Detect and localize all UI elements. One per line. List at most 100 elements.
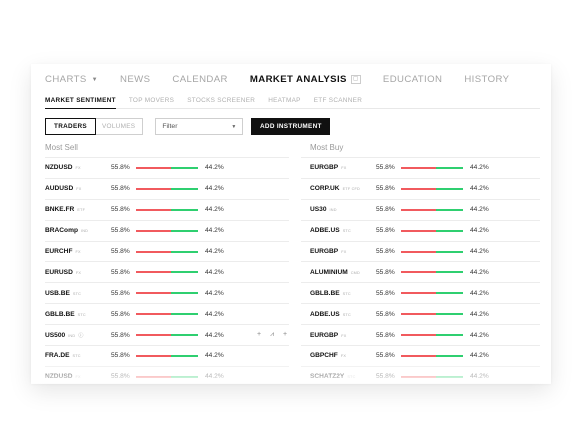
sell-bar-segment bbox=[401, 271, 436, 274]
nav-news[interactable]: NEWS bbox=[120, 74, 150, 85]
instrument-type-tag: STC bbox=[342, 312, 351, 317]
symbol-text: EURUSD bbox=[45, 268, 73, 276]
sell-percent: 55.8% bbox=[111, 331, 130, 339]
sentiment-row[interactable]: US500 IND ⓘ 55.8% 44.2% + ⩘ + bbox=[45, 324, 289, 345]
instrument-symbol: ADBE.US STC bbox=[310, 311, 376, 318]
symbol-text: US500 bbox=[45, 331, 66, 339]
buy-bar-segment bbox=[170, 208, 198, 211]
buy-percent: 44.2% bbox=[470, 352, 489, 360]
buy-bar-segment bbox=[170, 313, 198, 316]
sentiment-row[interactable]: EURUSD FX 55.8% 44.2% bbox=[45, 261, 289, 282]
sell-bar-segment bbox=[401, 208, 436, 211]
instrument-symbol: GBLB.BE STC bbox=[310, 290, 376, 297]
tab-heatmap[interactable]: HEATMAP bbox=[268, 97, 301, 104]
popout-icon[interactable]: ▢ bbox=[350, 75, 361, 84]
symbol-text: EURGBP bbox=[310, 248, 339, 255]
sell-percent: 55.8% bbox=[376, 248, 395, 255]
sentiment-row[interactable]: GBLB.BE STC 55.8% 44.2% bbox=[45, 303, 289, 324]
tab-etf-scanner[interactable]: ETF SCANNER bbox=[313, 97, 363, 104]
sell-percent: 55.8% bbox=[376, 185, 395, 193]
chart-icon[interactable]: ⩘ bbox=[270, 331, 275, 339]
instrument-symbol: AUDUSD FX bbox=[45, 185, 111, 192]
sell-percent: 55.8% bbox=[376, 227, 395, 235]
buy-percent: 44.2% bbox=[470, 289, 489, 297]
instrument-symbol: EURGBP FX bbox=[310, 164, 376, 171]
add-icon[interactable]: + bbox=[257, 331, 262, 339]
sell-bar-segment bbox=[136, 334, 171, 337]
sentiment-bar bbox=[401, 292, 463, 295]
tab-stocks-screener[interactable]: STOCKS SCREENER bbox=[187, 97, 256, 104]
sentiment-bar bbox=[136, 229, 198, 232]
most-buy-list: EURGBP FX 55.8% 44.2% CORP.UK ETF CFD 55.8% 44.… bbox=[301, 157, 540, 387]
sentiment-row[interactable]: US30 IND 55.8% 44.2% bbox=[301, 198, 540, 220]
nav-charts[interactable]: CHARTS ▼ bbox=[45, 74, 98, 85]
buy-percent: 44.2% bbox=[205, 227, 224, 235]
nav-calendar[interactable]: CALENDAR bbox=[172, 74, 227, 85]
traders-toggle[interactable]: TRADERS bbox=[45, 118, 96, 135]
sentiment-row[interactable]: FRA.DE STC 55.8% 44.2% bbox=[45, 345, 289, 366]
instrument-symbol: CORP.UK ETF CFD bbox=[310, 185, 376, 192]
row-actions: + ⩘ + bbox=[257, 331, 287, 339]
sentiment-row[interactable]: CORP.UK ETF CFD 55.8% 44.2% bbox=[301, 177, 540, 199]
sentiment-row[interactable]: ALUMINIUM CMD 55.8% 44.2% bbox=[301, 261, 540, 282]
symbol-text: EURGBP bbox=[310, 331, 339, 339]
sell-bar-segment bbox=[401, 313, 436, 316]
sell-bar-segment bbox=[401, 292, 436, 295]
sell-bar-segment bbox=[136, 250, 171, 253]
buy-percent: 44.2% bbox=[470, 248, 489, 255]
sell-percent: 55.8% bbox=[111, 185, 130, 193]
symbol-text: GBLB.BE bbox=[310, 289, 340, 297]
sell-bar-segment bbox=[136, 354, 171, 357]
instrument-type-tag: FX bbox=[341, 166, 347, 171]
instrument-symbol: US500 IND ⓘ bbox=[45, 332, 111, 339]
instrument-symbol: BNKE.FR ETF bbox=[45, 206, 111, 213]
instrument-symbol: GBPCHF FX bbox=[310, 352, 376, 359]
nav-education[interactable]: EDUCATION bbox=[383, 74, 442, 85]
tab-top-movers[interactable]: TOP MOVERS bbox=[128, 97, 175, 104]
volumes-toggle[interactable]: VOLUMES bbox=[102, 123, 136, 130]
info-icon[interactable]: ⓘ bbox=[78, 332, 84, 339]
sentiment-row[interactable]: EURGBP FX 55.8% 44.2% bbox=[301, 240, 540, 262]
add-icon[interactable]: + bbox=[283, 331, 288, 339]
nav-market-analysis[interactable]: MARKET ANALYSIS ▢ bbox=[250, 74, 361, 85]
sentiment-row[interactable]: GBPCHF FX 55.8% 44.2% bbox=[301, 345, 540, 366]
instrument-symbol: ALUMINIUM CMD bbox=[310, 269, 376, 276]
instrument-symbol: GBLB.BE STC bbox=[45, 311, 111, 318]
instrument-symbol: USB.BE STC bbox=[45, 290, 111, 297]
nav-history[interactable]: HISTORY bbox=[464, 74, 509, 85]
sentiment-row[interactable]: ADBE.US STC 55.8% 44.2% bbox=[301, 219, 540, 241]
filter-select[interactable]: Filter ▼ bbox=[155, 118, 244, 135]
buy-percent: 44.2% bbox=[205, 268, 224, 276]
instrument-type-tag: FX bbox=[75, 166, 81, 171]
scroll-fade bbox=[31, 358, 551, 384]
sell-percent: 55.8% bbox=[376, 268, 395, 276]
instrument-type-tag: FX bbox=[75, 250, 81, 254]
buy-bar-segment bbox=[435, 250, 463, 253]
sentiment-bar bbox=[136, 250, 198, 253]
sentiment-row[interactable]: USB.BE STC 55.8% 44.2% bbox=[45, 282, 289, 303]
buy-percent: 44.2% bbox=[205, 352, 224, 360]
sentiment-row[interactable]: GBLB.BE STC 55.8% 44.2% bbox=[301, 282, 540, 303]
buy-bar-segment bbox=[435, 354, 463, 357]
sentiment-row[interactable]: EURCHF FX 55.8% 44.2% bbox=[45, 240, 289, 262]
sentiment-row[interactable]: ADBE.US STC 55.8% 44.2% bbox=[301, 303, 540, 324]
buy-bar-segment bbox=[170, 334, 198, 337]
tab-market-sentiment[interactable]: MARKET SENTIMENT bbox=[45, 97, 116, 109]
nav-education-label: EDUCATION bbox=[382, 74, 443, 85]
buy-bar-segment bbox=[170, 229, 198, 232]
sentiment-row[interactable]: EURGBP FX 55.8% 44.2% bbox=[301, 157, 540, 178]
symbol-text: AUDUSD bbox=[45, 185, 74, 193]
symbol-text: GBPCHF bbox=[310, 352, 338, 360]
sell-percent: 55.8% bbox=[376, 206, 395, 214]
instrument-type-tag: STC bbox=[77, 312, 86, 317]
instrument-symbol: EURGBP FX bbox=[310, 248, 376, 255]
sell-bar-segment bbox=[401, 229, 436, 232]
sentiment-row[interactable]: BRAComp IND 55.8% 44.2% bbox=[45, 219, 289, 241]
sentiment-row[interactable]: AUDUSD FX 55.8% 44.2% bbox=[45, 177, 289, 199]
sentiment-row[interactable]: BNKE.FR ETF 55.8% 44.2% bbox=[45, 198, 289, 220]
instrument-type-tag: FX bbox=[340, 354, 347, 359]
buy-bar-segment bbox=[170, 292, 198, 295]
sentiment-row[interactable]: EURGBP FX 55.8% 44.2% bbox=[301, 324, 540, 345]
add-instrument-button[interactable]: ADD INSTRUMENT bbox=[251, 118, 331, 135]
